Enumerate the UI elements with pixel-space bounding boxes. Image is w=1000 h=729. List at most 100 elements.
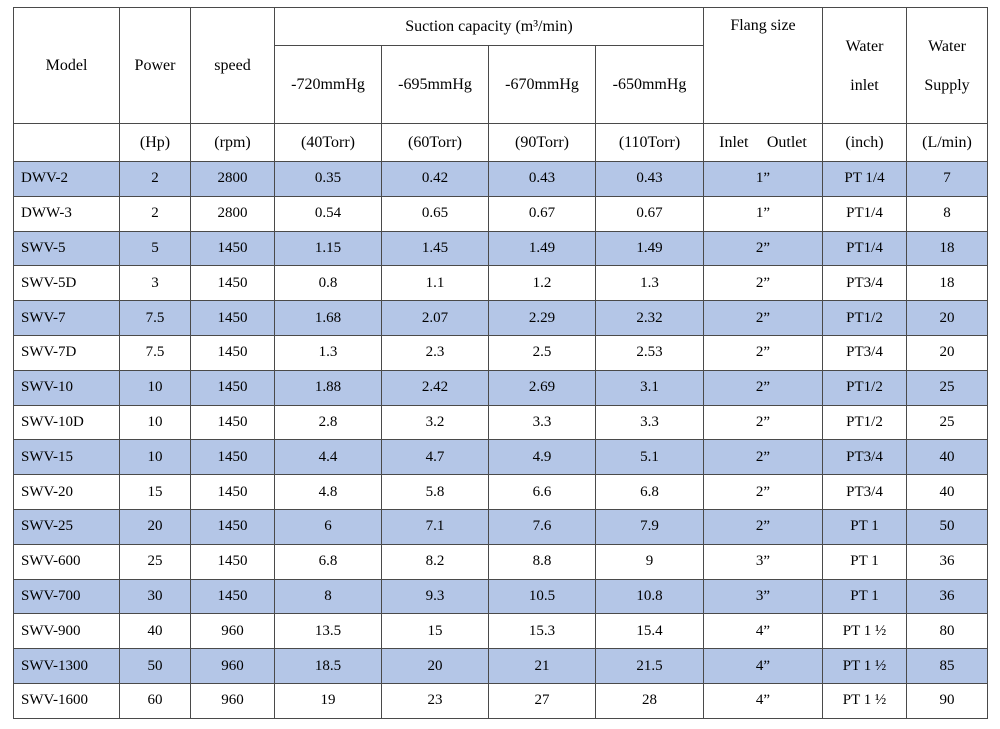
unit-torr-110: (110Torr) — [595, 123, 704, 162]
cell-speed: 1450 — [190, 300, 275, 336]
cell-capacity-40torr: 18.5 — [274, 648, 382, 684]
table-row: SWV-15 10 1450 4.4 4.7 4.9 5.1 2” PT3/4 40 — [13, 439, 988, 476]
cell-water-inlet: PT1/2 — [822, 300, 907, 336]
header-power: Power — [119, 7, 191, 124]
cell-capacity-110torr: 2.32 — [595, 300, 704, 336]
cell-capacity-60torr: 0.65 — [381, 195, 489, 232]
cell-power: 10 — [119, 439, 191, 476]
cell-water-inlet: PT 1 ½ — [822, 613, 907, 650]
cell-water-supply: 90 — [906, 682, 988, 719]
cell-power: 10 — [119, 369, 191, 406]
cell-capacity-110torr: 3.3 — [595, 404, 704, 441]
header-water-supply-line1: Water — [928, 37, 966, 55]
cell-capacity-110torr: 28 — [595, 682, 704, 719]
cell-capacity-40torr: 4.4 — [274, 439, 382, 476]
cell-water-supply: 8 — [906, 195, 988, 232]
cell-water-supply: 18 — [906, 230, 988, 267]
cell-flang-size: 2” — [703, 369, 823, 406]
cell-water-inlet: PT 1 — [822, 508, 907, 545]
cell-model: SWV-7 — [13, 300, 120, 336]
cell-capacity-60torr: 8.2 — [381, 543, 489, 580]
cell-water-supply: 25 — [906, 404, 988, 441]
cell-water-inlet: PT1/4 — [822, 230, 907, 267]
cell-water-supply: 40 — [906, 439, 988, 476]
cell-capacity-60torr: 7.1 — [381, 508, 489, 545]
cell-power: 40 — [119, 613, 191, 650]
cell-capacity-90torr: 21 — [488, 648, 596, 684]
cell-flang-size: 2” — [703, 334, 823, 371]
cell-water-inlet: PT 1/4 — [822, 161, 907, 197]
cell-power: 15 — [119, 474, 191, 510]
cell-flang-size: 4” — [703, 648, 823, 684]
unit-torr-90: (90Torr) — [488, 123, 596, 162]
table-row: DWW-3 2 2800 0.54 0.65 0.67 0.67 1” PT1/4 8 — [13, 195, 988, 232]
cell-capacity-40torr: 4.8 — [274, 474, 382, 510]
cell-capacity-60torr: 2.07 — [381, 300, 489, 336]
header-water-inlet-line1: Water — [845, 37, 884, 55]
header-speed: speed — [190, 7, 275, 124]
cell-water-supply: 36 — [906, 543, 988, 580]
cell-capacity-40torr: 13.5 — [274, 613, 382, 650]
cell-capacity-40torr: 0.35 — [274, 161, 382, 197]
cell-capacity-60torr: 1.1 — [381, 265, 489, 302]
cell-speed: 1450 — [190, 474, 275, 510]
cell-speed: 2800 — [190, 161, 275, 197]
cell-power: 30 — [119, 578, 191, 615]
cell-power: 2 — [119, 161, 191, 197]
cell-speed: 1450 — [190, 404, 275, 441]
cell-capacity-110torr: 21.5 — [595, 648, 704, 684]
unit-water-supply: (L/min) — [906, 123, 988, 162]
cell-capacity-40torr: 8 — [274, 578, 382, 615]
table-row: SWV-600 25 1450 6.8 8.2 8.8 9 3” PT 1 36 — [13, 543, 988, 580]
cell-water-inlet: PT3/4 — [822, 334, 907, 371]
cell-capacity-60torr: 0.42 — [381, 161, 489, 197]
unit-flang-outlet: Outlet — [766, 133, 807, 151]
cell-capacity-40torr: 1.15 — [274, 230, 382, 267]
cell-speed: 1450 — [190, 334, 275, 371]
cell-water-inlet: PT3/4 — [822, 474, 907, 510]
cell-water-inlet: PT1/2 — [822, 404, 907, 441]
cell-capacity-110torr: 1.49 — [595, 230, 704, 267]
cell-capacity-60torr: 15 — [381, 613, 489, 650]
unit-flang-inlet: Inlet — [719, 133, 749, 151]
cell-flang-size: 2” — [703, 404, 823, 441]
header-pressure-695: -695mmHg — [381, 45, 489, 124]
unit-torr-60: (60Torr) — [381, 123, 489, 162]
cell-capacity-90torr: 2.5 — [488, 334, 596, 371]
cell-capacity-40torr: 0.8 — [274, 265, 382, 302]
cell-model: SWV-25 — [13, 508, 120, 545]
table-row: SWV-7 7.5 1450 1.68 2.07 2.29 2.32 2” PT1/2 20 — [13, 300, 988, 336]
cell-model: SWV-700 — [13, 578, 120, 615]
table-row: SWV-25 20 1450 6 7.1 7.6 7.9 2” PT 1 50 — [13, 508, 988, 545]
cell-water-inlet: PT3/4 — [822, 265, 907, 302]
cell-speed: 1450 — [190, 578, 275, 615]
cell-power: 7.5 — [119, 300, 191, 336]
unit-model-blank — [13, 123, 120, 162]
table-header: Model Power speed Suction capacity (m³/m… — [13, 7, 988, 162]
cell-capacity-60torr: 20 — [381, 648, 489, 684]
cell-flang-size: 4” — [703, 613, 823, 650]
cell-flang-size: 1” — [703, 195, 823, 232]
cell-speed: 2800 — [190, 195, 275, 232]
cell-speed: 1450 — [190, 508, 275, 545]
cell-speed: 1450 — [190, 543, 275, 580]
cell-capacity-110torr: 1.3 — [595, 265, 704, 302]
table-row: SWV-5 5 1450 1.15 1.45 1.49 1.49 2” PT1/4 18 — [13, 230, 988, 267]
table-row: DWV-2 2 2800 0.35 0.42 0.43 0.43 1” PT 1/4 7 — [13, 161, 988, 197]
cell-capacity-40torr: 2.8 — [274, 404, 382, 441]
cell-flang-size: 2” — [703, 230, 823, 267]
cell-speed: 1450 — [190, 439, 275, 476]
header-water-supply: Water Supply — [906, 7, 988, 124]
cell-capacity-90torr: 10.5 — [488, 578, 596, 615]
cell-model: SWV-20 — [13, 474, 120, 510]
table-row: SWV-7D 7.5 1450 1.3 2.3 2.5 2.53 2” PT3/4 20 — [13, 334, 988, 371]
header-suction-capacity: Suction capacity (m³/min) — [274, 7, 704, 46]
cell-water-supply: 7 — [906, 161, 988, 197]
cell-flang-size: 1” — [703, 161, 823, 197]
table-row: SWV-1600 60 960 19 23 27 28 4” PT 1 ½ 90 — [13, 682, 988, 719]
cell-capacity-40torr: 1.88 — [274, 369, 382, 406]
cell-model: SWV-1300 — [13, 648, 120, 684]
cell-water-supply: 25 — [906, 369, 988, 406]
cell-speed: 1450 — [190, 230, 275, 267]
cell-capacity-40torr: 1.3 — [274, 334, 382, 371]
